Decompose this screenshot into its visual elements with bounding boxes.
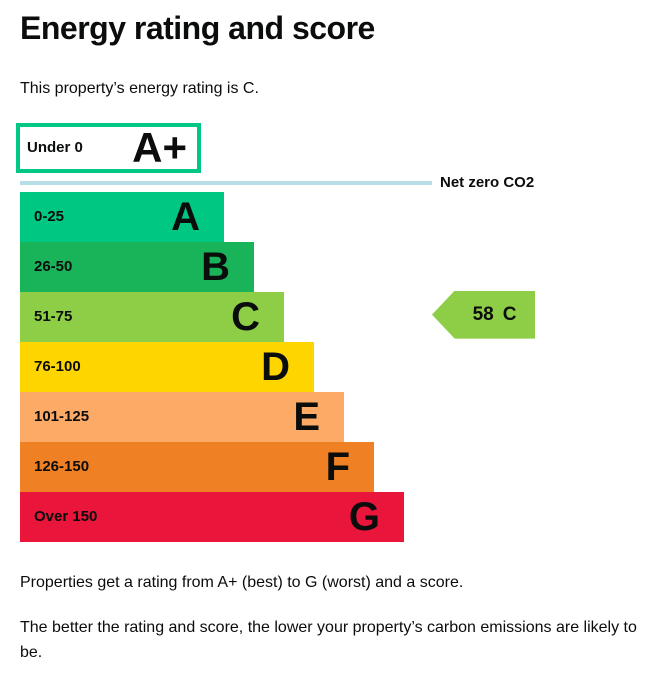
band-letter: G <box>348 494 380 539</box>
band-range-label: 51-75 <box>34 308 73 326</box>
band-a-plus: Under 0 A+ <box>16 122 201 173</box>
band-letter: C <box>231 294 260 339</box>
band-range-label: 0-25 <box>34 208 65 226</box>
rating-summary-text: This property’s energy rating is C. <box>20 79 259 97</box>
band-range-label: 126-150 <box>34 458 90 476</box>
band-range-label: 76-100 <box>34 358 81 376</box>
rating-band-row: 51-75 C <box>20 291 284 342</box>
band-letter: A+ <box>132 123 187 171</box>
rating-bands: 0-25 A 26-50 B 51-75 C 76-100 D 101-125 … <box>20 191 404 542</box>
rating-band-row: 101-125 E <box>20 391 344 442</box>
current-rating-indicator: 58 C <box>432 290 535 339</box>
rating-band-row: 26-50 B <box>20 241 254 292</box>
net-zero-row: Net zero CO2 <box>20 174 534 192</box>
net-zero-co2-line <box>20 180 432 185</box>
net-zero-co2-label: Net zero CO2 <box>440 174 535 192</box>
band-range-label: 26-50 <box>34 258 73 276</box>
band-letter: E <box>293 394 320 439</box>
rating-advice-text: The better the rating and score, the low… <box>20 618 637 661</box>
band-range-label: Under 0 <box>27 139 83 157</box>
band-range-label: Over 150 <box>34 508 98 526</box>
band-letter: D <box>261 344 290 389</box>
current-band: C <box>502 303 517 325</box>
band-letter: F <box>325 444 350 489</box>
rating-band-row: Over 150 G <box>20 491 404 542</box>
rating-band-row: 76-100 D <box>20 341 314 392</box>
band-range-label: 101-125 <box>34 408 90 426</box>
energy-rating-chart: Under 0 A+ Net zero CO2 0-25 A 26-50 B 5… <box>0 122 653 543</box>
current-score: 58 <box>472 303 494 325</box>
rating-band-row: 126-150 F <box>20 441 374 492</box>
band-letter: B <box>201 244 230 289</box>
band-letter: A <box>171 194 200 239</box>
rating-band-row: 0-25 A <box>20 191 224 242</box>
page-title: Energy rating and score <box>20 10 375 46</box>
rating-explanation-text: Properties get a rating from A+ (best) t… <box>20 573 464 591</box>
